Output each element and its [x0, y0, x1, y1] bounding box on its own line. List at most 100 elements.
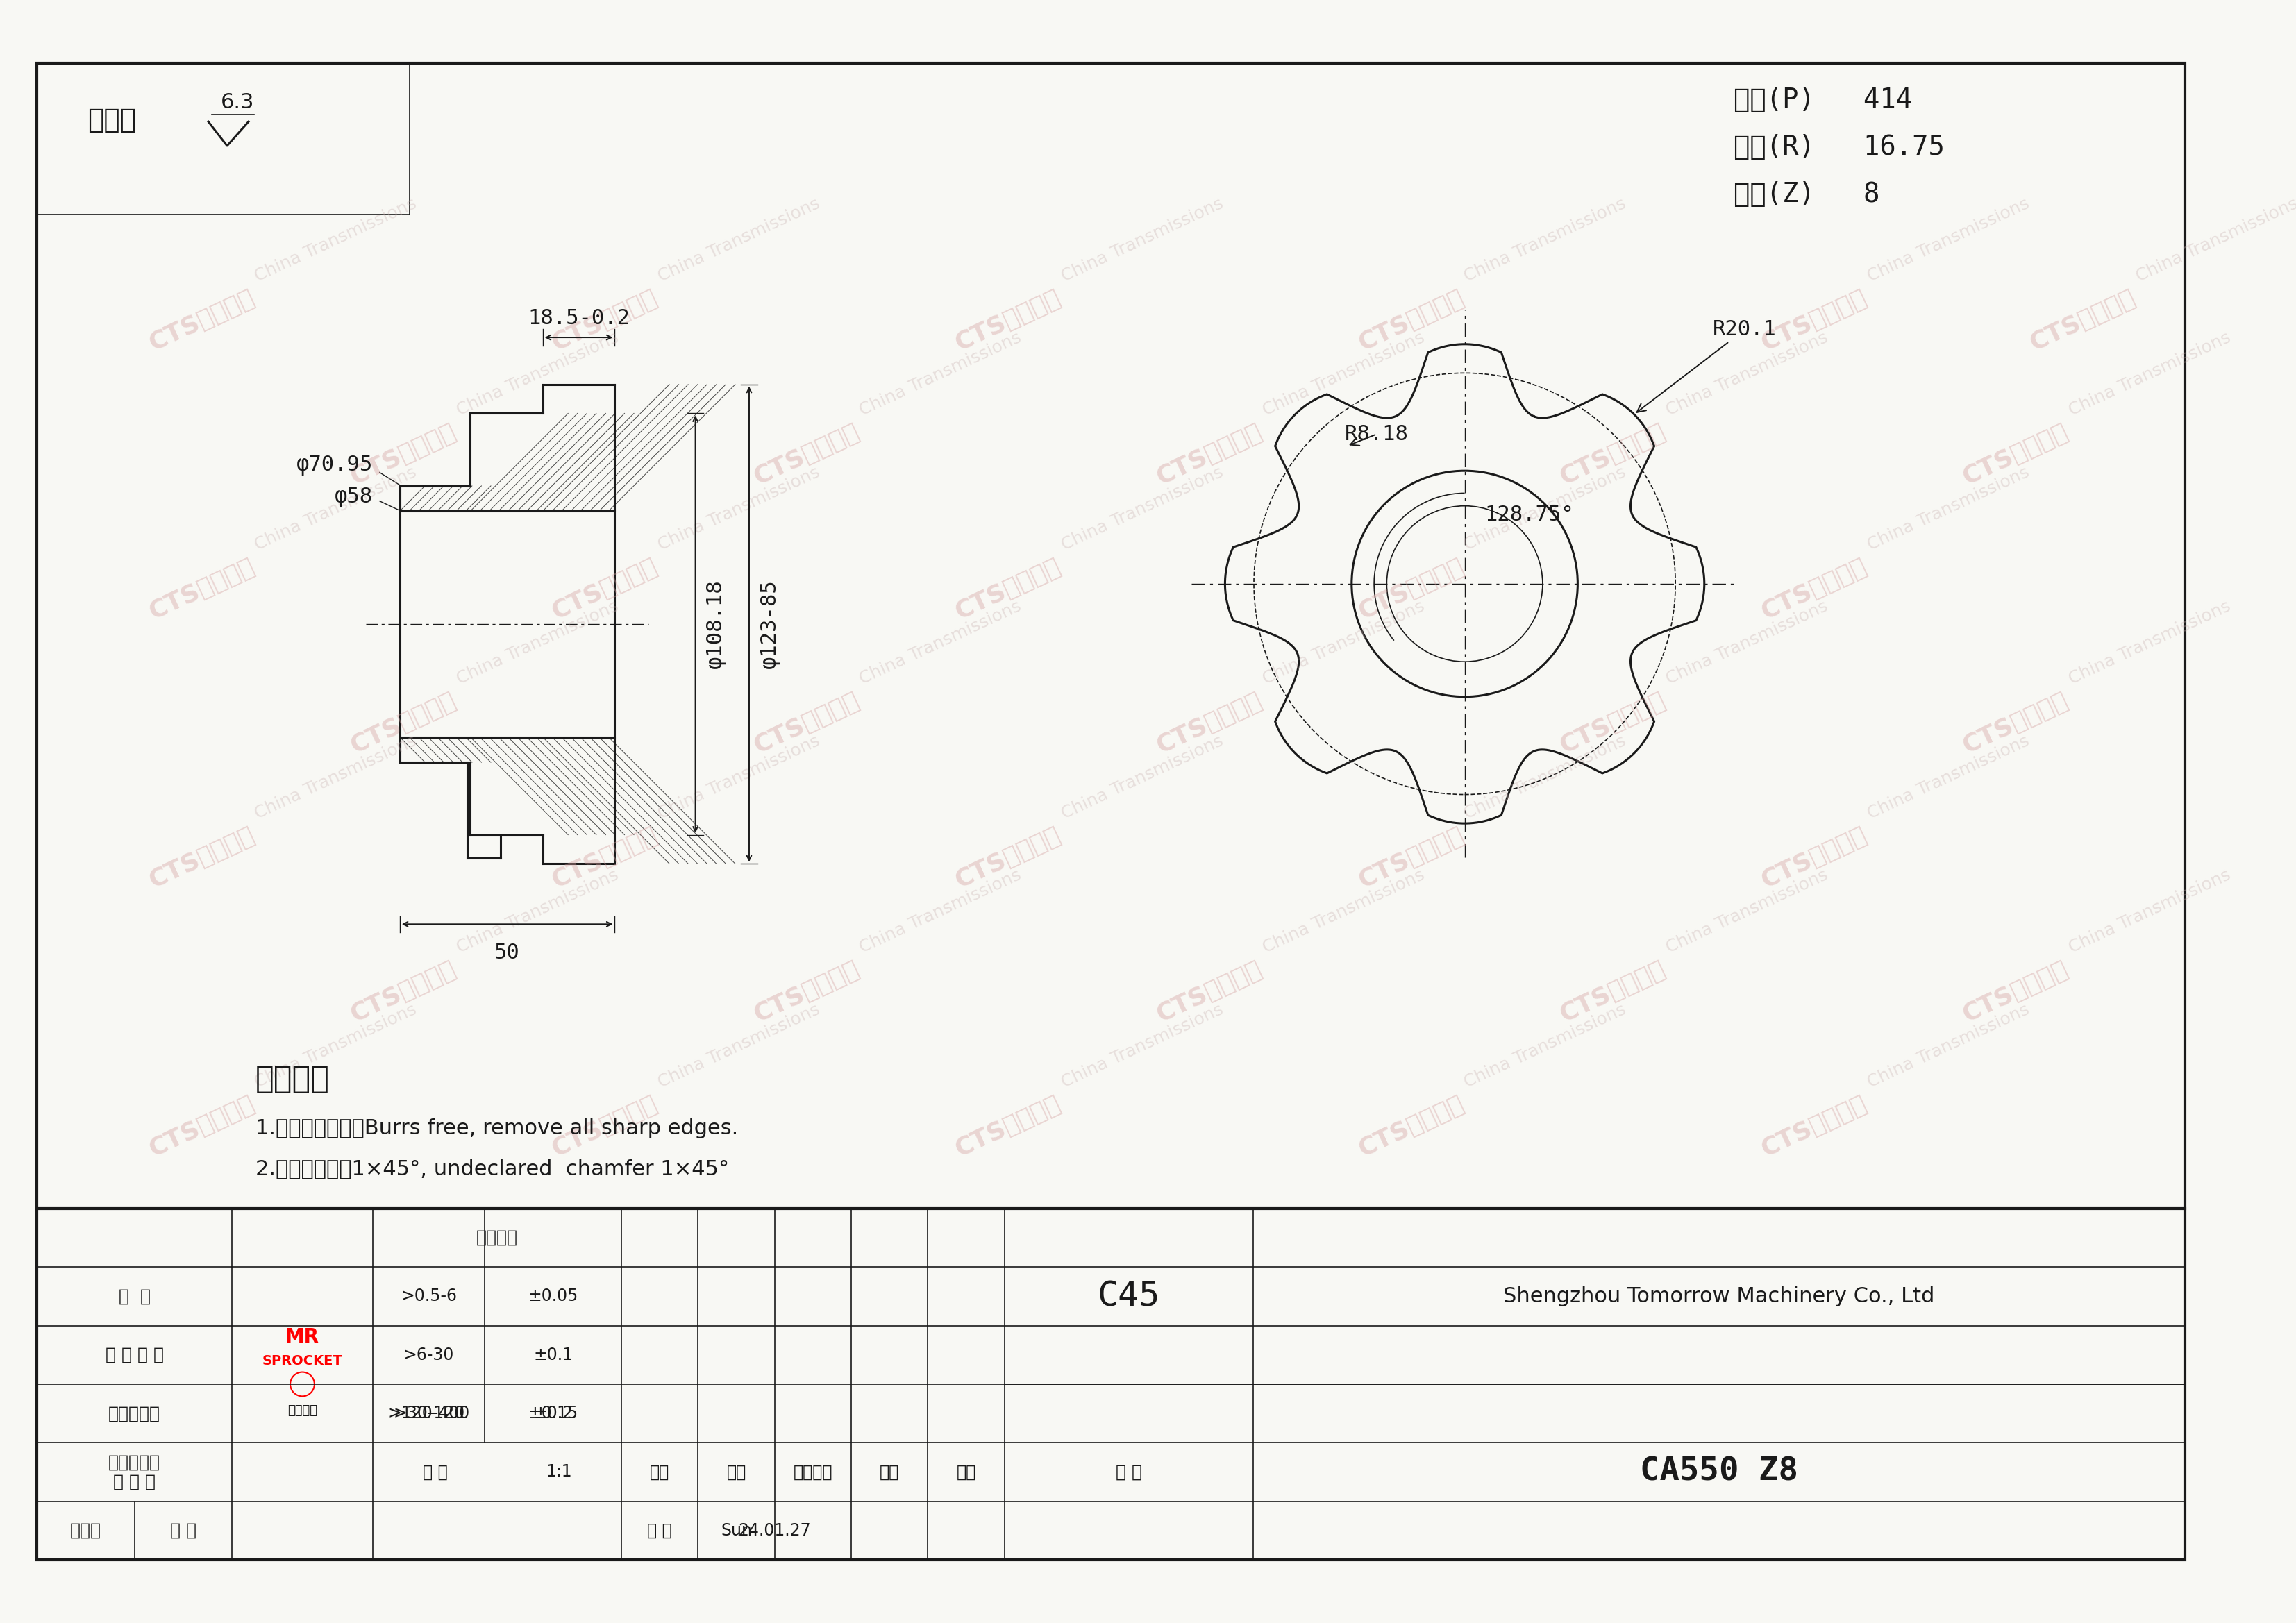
- Text: ±0.05: ±0.05: [528, 1289, 579, 1305]
- Text: 比 例: 比 例: [422, 1464, 448, 1480]
- Text: China Transmissions: China Transmissions: [455, 329, 622, 419]
- Text: China Transmissions: China Transmissions: [1058, 195, 1226, 284]
- Text: CTS阳奇传动: CTS阳奇传动: [1756, 823, 1871, 893]
- Text: China Transmissions: China Transmissions: [1261, 329, 1428, 419]
- Text: 滚径(R)   16.75: 滚径(R) 16.75: [1733, 135, 1945, 161]
- Text: China Transmissions: China Transmissions: [856, 597, 1024, 688]
- Text: China Transmissions: China Transmissions: [1261, 867, 1428, 956]
- Text: R8.18: R8.18: [1345, 424, 1410, 446]
- Text: China Transmissions: China Transmissions: [1463, 464, 1628, 553]
- Text: CTS阳奇传动: CTS阳奇传动: [2027, 286, 2140, 355]
- Text: China Transmissions: China Transmissions: [2066, 597, 2234, 688]
- Text: China Transmissions: China Transmissions: [1058, 1001, 1226, 1091]
- Text: CTS阳奇传动: CTS阳奇传动: [1355, 1092, 1467, 1160]
- Bar: [37, 63, 411, 214]
- Text: CTS阳奇传动: CTS阳奇传动: [1153, 688, 1265, 758]
- Text: 其余：: 其余：: [87, 107, 135, 133]
- Text: 设 计: 设 计: [647, 1522, 673, 1539]
- Text: China Transmissions: China Transmissions: [1662, 867, 1830, 956]
- Text: 齿数(Z)   8: 齿数(Z) 8: [1733, 180, 1880, 208]
- Text: 标记: 标记: [650, 1464, 670, 1480]
- Text: China Transmissions: China Transmissions: [253, 195, 420, 284]
- Text: 旧底图总号: 旧底图总号: [108, 1406, 161, 1422]
- Text: 6.3: 6.3: [220, 93, 255, 112]
- Text: R20.1: R20.1: [1637, 320, 1777, 412]
- Text: China Transmissions: China Transmissions: [1463, 1001, 1628, 1091]
- Text: CTS阳奇传动: CTS阳奇传动: [1557, 420, 1669, 490]
- Text: φ108.18: φ108.18: [707, 579, 726, 669]
- Text: 24.01.27: 24.01.27: [739, 1522, 810, 1539]
- Text: CTS阳奇传动: CTS阳奇传动: [1557, 688, 1669, 758]
- Text: >6-30: >6-30: [404, 1347, 455, 1363]
- Text: China Transmissions: China Transmissions: [1662, 597, 1830, 688]
- Text: China Transmissions: China Transmissions: [654, 1001, 822, 1091]
- Text: 18.5-0.2: 18.5-0.2: [528, 308, 629, 328]
- Text: 一般公差: 一般公差: [475, 1230, 519, 1246]
- Text: CTS阳奇传动: CTS阳奇传动: [549, 555, 661, 623]
- Text: C45: C45: [1097, 1279, 1159, 1313]
- Text: CTS阳奇传动: CTS阳奇传动: [347, 688, 459, 758]
- Text: 2.未注倒角均为1×45°, undeclared  chamfer 1×45°: 2.未注倒角均为1×45°, undeclared chamfer 1×45°: [255, 1159, 728, 1178]
- Text: China Transmissions: China Transmissions: [253, 732, 420, 823]
- Text: ±0.1: ±0.1: [533, 1347, 574, 1363]
- Text: >30-120: >30-120: [393, 1406, 464, 1422]
- Text: China Transmissions: China Transmissions: [1864, 1001, 2032, 1091]
- Text: 更改文件: 更改文件: [794, 1464, 833, 1480]
- Text: CTS阳奇传动: CTS阳奇传动: [1153, 958, 1265, 1027]
- Text: CTS阳奇传动: CTS阳奇传动: [549, 823, 661, 893]
- Text: CTS阳奇传动: CTS阳奇传动: [751, 688, 863, 758]
- Text: China Transmissions: China Transmissions: [253, 1001, 420, 1091]
- Text: 签  字: 签 字: [119, 1289, 149, 1305]
- Text: CTS阳奇传动: CTS阳奇传动: [549, 1092, 661, 1160]
- Text: Shengzhou Tomorrow Machinery Co., Ltd: Shengzhou Tomorrow Machinery Co., Ltd: [1504, 1287, 1936, 1307]
- Text: 材 料: 材 料: [1116, 1464, 1141, 1480]
- Text: φ58: φ58: [335, 487, 372, 508]
- Text: China Transmissions: China Transmissions: [1058, 464, 1226, 553]
- Text: China Transmissions: China Transmissions: [856, 867, 1024, 956]
- Text: 50: 50: [494, 943, 519, 962]
- Text: CTS阳奇传动: CTS阳奇传动: [951, 823, 1065, 893]
- Text: China Transmissions: China Transmissions: [654, 464, 822, 553]
- Text: CTS阳奇传动: CTS阳奇传动: [1153, 420, 1265, 490]
- Text: China Transmissions: China Transmissions: [1662, 329, 1830, 419]
- Text: CTS阳奇传动: CTS阳奇传动: [1355, 823, 1467, 893]
- Text: CA550 Z8: CA550 Z8: [1639, 1456, 1798, 1488]
- Text: 档案员: 档案员: [71, 1522, 101, 1539]
- Text: 1:1: 1:1: [546, 1464, 572, 1480]
- Text: China Transmissions: China Transmissions: [1058, 732, 1226, 823]
- Text: 批数: 批数: [726, 1464, 746, 1480]
- Text: CTS阳奇传动: CTS阳奇传动: [1756, 286, 1871, 355]
- Text: China Transmissions: China Transmissions: [455, 597, 622, 688]
- Text: China Transmissions: China Transmissions: [1463, 195, 1628, 284]
- Text: CTS阳奇传动: CTS阳奇传动: [145, 1092, 257, 1160]
- Text: 128.75°: 128.75°: [1486, 505, 1575, 524]
- Text: 日 期: 日 期: [170, 1522, 195, 1539]
- Text: CTS阳奇传动: CTS阳奇传动: [1756, 555, 1871, 623]
- Text: 重庆翻图: 重庆翻图: [287, 1404, 317, 1417]
- Text: MR: MR: [285, 1328, 319, 1347]
- Text: China Transmissions: China Transmissions: [1463, 732, 1628, 823]
- Text: CTS阳奇传动: CTS阳奇传动: [145, 823, 257, 893]
- Text: CTS阳奇传动: CTS阳奇传动: [145, 555, 257, 623]
- Text: CTS阳奇传动: CTS阳奇传动: [1756, 1092, 1871, 1160]
- Text: 节距(P)   414: 节距(P) 414: [1733, 88, 1913, 114]
- Text: CTS阳奇传动: CTS阳奇传动: [1958, 420, 2071, 490]
- Text: 借（通）用
件 登 记: 借（通）用 件 登 记: [108, 1454, 161, 1490]
- Text: CTS阳奇传动: CTS阳奇传动: [951, 286, 1065, 355]
- Text: China Transmissions: China Transmissions: [1864, 732, 2032, 823]
- Text: CTS阳奇传动: CTS阳奇传动: [1355, 555, 1467, 623]
- Text: China Transmissions: China Transmissions: [654, 732, 822, 823]
- Text: China Transmissions: China Transmissions: [1864, 464, 2032, 553]
- Text: CTS阳奇传动: CTS阳奇传动: [1958, 958, 2071, 1027]
- Text: CTS阳奇传动: CTS阳奇传动: [751, 420, 863, 490]
- Text: CTS阳奇传动: CTS阳奇传动: [1958, 688, 2071, 758]
- Text: China Transmissions: China Transmissions: [1864, 195, 2032, 284]
- Text: CTS阳奇传动: CTS阳奇传动: [347, 420, 459, 490]
- Text: China Transmissions: China Transmissions: [1261, 597, 1428, 688]
- Text: 签名: 签名: [879, 1464, 900, 1480]
- Text: ±0.15: ±0.15: [528, 1406, 579, 1422]
- Text: China Transmissions: China Transmissions: [253, 464, 420, 553]
- Text: China Transmissions: China Transmissions: [455, 867, 622, 956]
- Text: SPROCKET: SPROCKET: [262, 1354, 342, 1367]
- Text: 技术要求: 技术要求: [255, 1065, 331, 1094]
